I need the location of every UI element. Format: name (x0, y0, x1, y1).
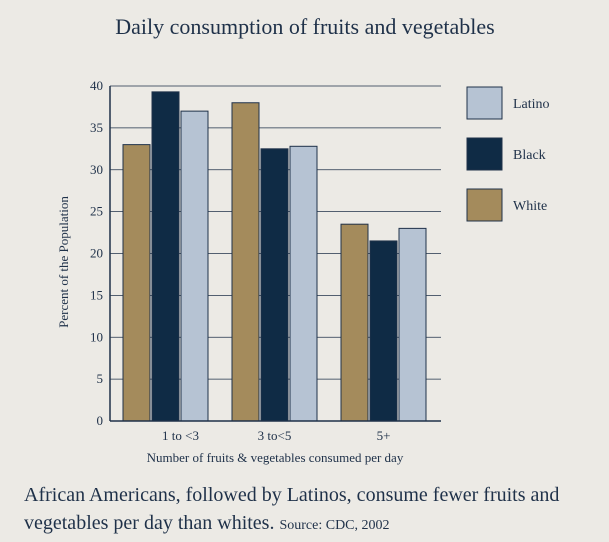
y-tick-label: 15 (90, 287, 103, 302)
y-tick-label: 25 (90, 204, 103, 219)
y-tick-label: 40 (90, 78, 103, 93)
bar-white (122, 144, 151, 422)
legend-label-white: White (513, 199, 547, 214)
y-tick-label: 0 (97, 413, 104, 428)
bar-black (260, 148, 289, 422)
chart-title: Daily consumption of fruits and vegetabl… (115, 14, 494, 39)
y-tick-label: 35 (90, 120, 103, 135)
bar-white (340, 223, 369, 422)
bar-latino (289, 145, 318, 422)
caption-text: African Americans, followed by Latinos, … (24, 484, 560, 534)
legend: Latino Black White (466, 86, 550, 222)
x-axis-label: Number of fruits & vegetables consumed p… (147, 450, 404, 465)
y-tick-label: 30 (90, 162, 103, 177)
bar-latino (180, 110, 209, 422)
legend-label-latino: Latino (513, 97, 550, 112)
legend-swatch-white (466, 188, 503, 222)
legend-swatch-latino (466, 86, 503, 120)
y-axis-label: Percent of the Population (56, 196, 71, 328)
x-tick-labels: 1 to <3 3 to<5 5+ (162, 428, 390, 443)
x-tick-label: 1 to <3 (162, 428, 199, 443)
y-tick-label: 20 (90, 246, 103, 261)
x-tick-label: 3 to<5 (258, 428, 292, 443)
legend-swatch-black (466, 137, 503, 171)
x-tick-label: 5+ (377, 428, 391, 443)
bar-white (231, 102, 260, 422)
bars (122, 91, 427, 422)
legend-label-black: Black (513, 148, 546, 163)
y-tick-label: 10 (90, 329, 103, 344)
caption: African Americans, followed by Latinos, … (24, 481, 599, 540)
bar-latino (398, 227, 427, 422)
caption-source: Source: CDC, 2002 (279, 518, 390, 533)
bar-black (369, 240, 398, 422)
y-tick-label: 5 (97, 371, 104, 386)
bar-black (151, 91, 180, 422)
bar-chart: Daily consumption of fruits and vegetabl… (56, 14, 550, 465)
y-tick-labels: 0 5 10 15 20 25 30 35 40 (90, 78, 103, 428)
